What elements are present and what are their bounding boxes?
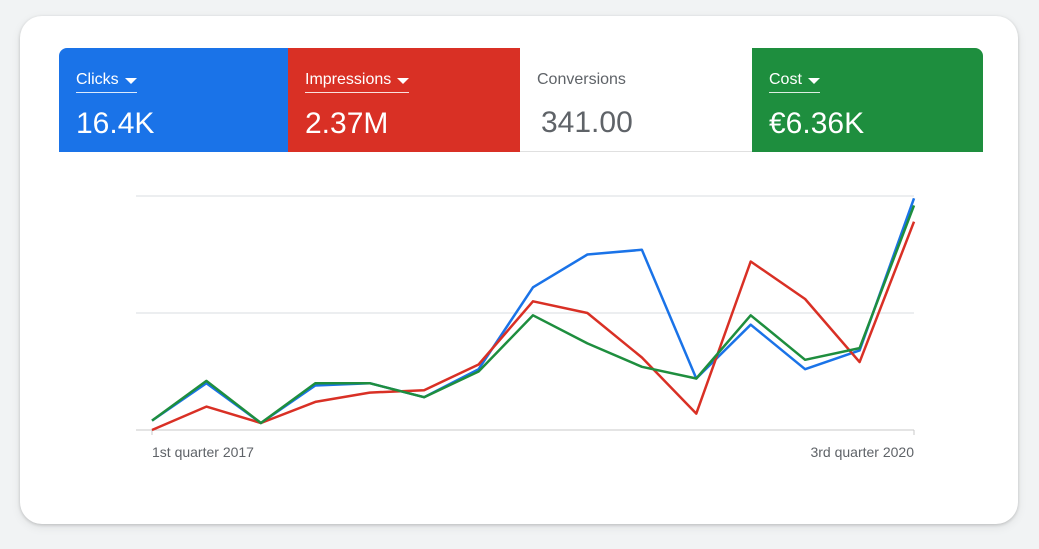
x-tick-label: 1st quarter 2017 (152, 444, 254, 460)
chart-x-axis: 1st quarter 2017 3rd quarter 2020 (152, 444, 914, 460)
metric-tab-clicks[interactable]: Clicks 16.4K (59, 48, 288, 152)
cost-value: €6.36K (769, 107, 865, 140)
metric-tabs: Clicks 16.4K Impressions 2.37M Conversio… (59, 48, 983, 152)
chart-series (151, 197, 916, 432)
cost-metric-selector[interactable]: Cost (769, 70, 820, 93)
performance-card: Clicks 16.4K Impressions 2.37M Conversio… (20, 16, 1018, 524)
x-tick-label: 3rd quarter 2020 (810, 444, 914, 460)
conversions-label: Conversions (537, 71, 626, 88)
caret-down-icon[interactable] (807, 77, 820, 84)
clicks-metric-selector[interactable]: Clicks (76, 70, 137, 93)
caret-down-icon[interactable] (397, 77, 410, 84)
series-line-2 (151, 221, 916, 432)
impressions-metric-selector[interactable]: Impressions (305, 70, 410, 93)
clicks-value: 16.4K (76, 107, 155, 140)
series-line-1 (151, 197, 916, 425)
cost-label: Cost (769, 71, 802, 88)
caret-down-icon[interactable] (124, 77, 137, 84)
metric-tab-cost[interactable]: Cost €6.36K (752, 48, 983, 152)
metric-tab-impressions[interactable]: Impressions 2.37M (288, 48, 520, 152)
series-line-3 (151, 204, 916, 425)
chart-gridlines (136, 195, 915, 435)
impressions-label: Impressions (305, 71, 392, 88)
impressions-value: 2.37M (305, 107, 389, 140)
metric-tab-conversions[interactable]: Conversions 341.00 (520, 48, 752, 152)
clicks-label: Clicks (76, 71, 119, 88)
conversions-metric-selector[interactable]: Conversions (537, 70, 626, 92)
conversions-value: 341.00 (541, 106, 633, 139)
